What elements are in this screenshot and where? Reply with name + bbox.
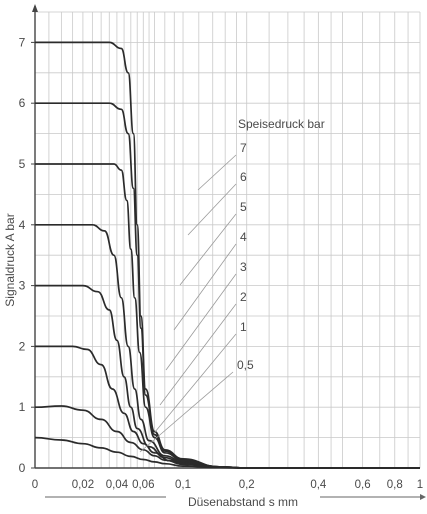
legend-leader-line: [179, 213, 237, 286]
legend: Speisedruck bar 7 6 5 4 3 2 1 0,5: [139, 117, 325, 453]
y-tick-label: 3: [19, 279, 26, 293]
x-tick-label: 0: [32, 479, 38, 491]
legend-label: 1: [240, 320, 247, 334]
tick-labels: 0 1 2 3 4 5 6 7 0 0,02 0,04 0,06 0,1 0,2 0,4 0,6 0,8 1: [19, 35, 424, 491]
legend-label: 5: [240, 200, 247, 214]
grid: [35, 11, 421, 469]
legend-leader-line: [187, 183, 237, 236]
legend-leader-line: [173, 243, 237, 331]
x-tick-label: 0,02: [72, 479, 94, 491]
y-axis-label: Signaldruck A bar: [3, 213, 17, 306]
y-axis-arrow: [32, 4, 38, 12]
y-tick-label: 5: [19, 157, 26, 171]
x-tick-label: 0,1: [175, 479, 191, 491]
y-tick-label: 6: [19, 96, 26, 110]
x-tick-label: 0,06: [132, 479, 154, 491]
y-tick-label: 2: [19, 339, 26, 353]
series-lines: [34, 41, 420, 469]
legend-label: 7: [240, 141, 247, 155]
legend-label: 0,5: [237, 358, 254, 372]
legend-leader-line: [154, 333, 237, 433]
x-tick-label: 0,8: [387, 479, 403, 491]
y-tick-label: 1: [19, 400, 26, 414]
y-tick-label: 7: [19, 35, 26, 49]
legend-leader-line: [139, 371, 234, 453]
legend-label: 2: [240, 290, 247, 304]
legend-title: Speisedruck bar: [238, 117, 325, 131]
legend-leader-line: [165, 273, 237, 371]
legend-leader-line: [159, 303, 237, 406]
x-tick-label: 0,4: [310, 479, 327, 491]
y-tick-label: 4: [19, 218, 26, 232]
x-tick-label: 0,04: [106, 479, 129, 491]
x-tick-label: 0,6: [355, 479, 371, 491]
legend-label: 4: [240, 230, 247, 244]
legend-label: 3: [240, 260, 247, 274]
x-axis-label: Düsenabstand s mm: [188, 495, 298, 509]
series-line-0-5: [34, 436, 420, 469]
legend-leader-line: [197, 154, 237, 191]
x-tick-label: 1: [417, 479, 423, 491]
x-tick-label: 0,2: [239, 479, 255, 491]
axes: [32, 4, 426, 500]
y-tick-label: 0: [19, 461, 26, 475]
legend-label: 6: [240, 170, 247, 184]
x-label-arrow: [420, 494, 426, 500]
